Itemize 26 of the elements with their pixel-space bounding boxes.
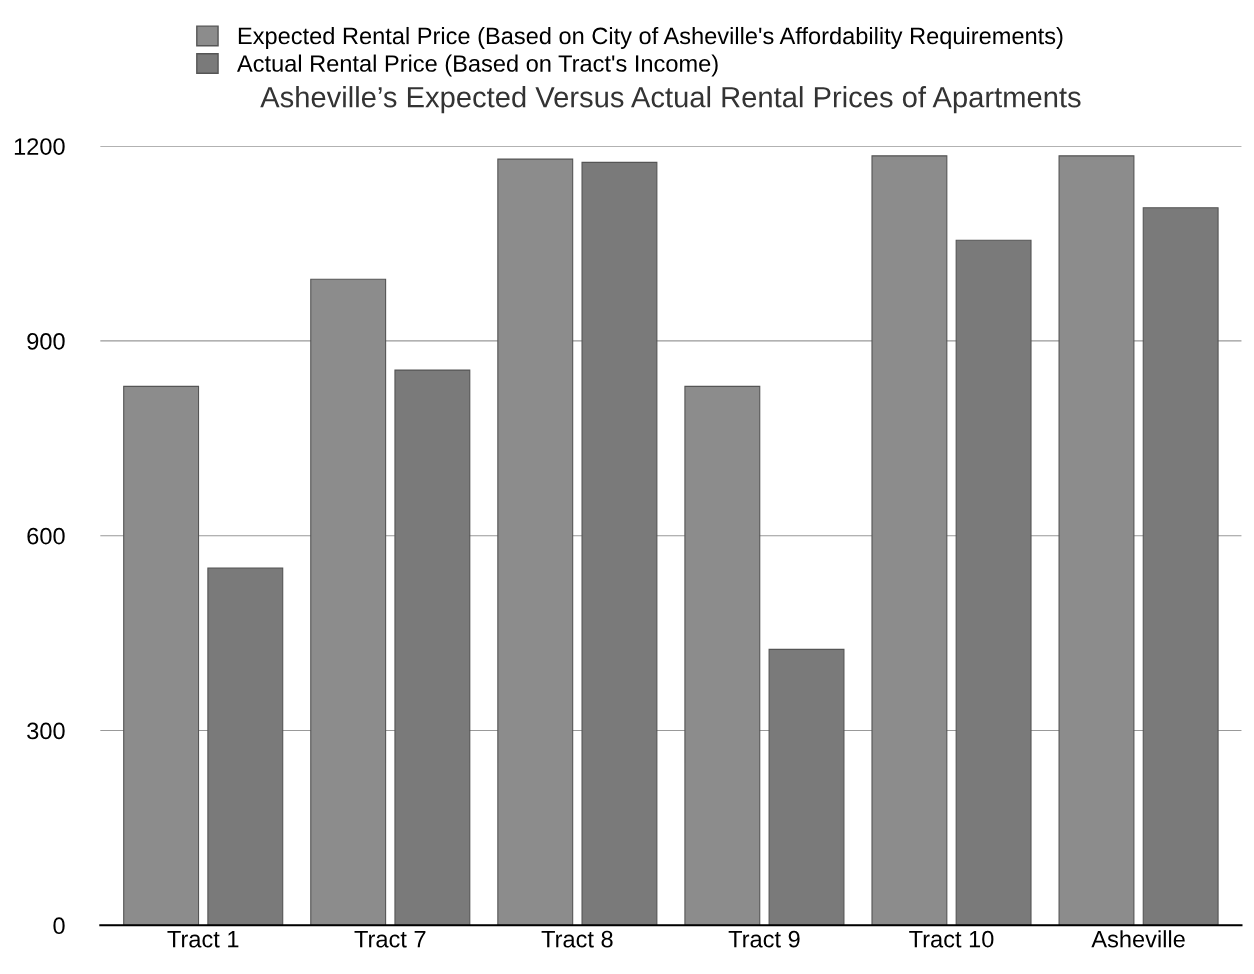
bar (497, 158, 574, 926)
bar (684, 385, 761, 926)
bar (207, 567, 284, 926)
x-tick-label: Tract 10 (909, 930, 994, 948)
y-tick-label: 0 (53, 917, 65, 935)
y-tick-label: 600 (27, 527, 65, 545)
bar (581, 161, 658, 926)
x-tick-label: Tract 9 (728, 930, 800, 948)
y-tick-label: 900 (27, 332, 65, 350)
legend-label: Expected Rental Price (Based on City of Asheville's Affordability Requirements) (238, 26, 1063, 49)
bar (123, 385, 200, 926)
bar (394, 369, 471, 926)
chart-title: Asheville’s Expected Versus Actual Rental Prices of Apartments (260, 86, 1081, 114)
x-tick-label: Tract 1 (167, 931, 239, 948)
legend-label: Actual Rental Price (Based on Tract's Income) (237, 54, 718, 77)
x-tick-label: Asheville (1091, 930, 1185, 948)
bar (1058, 155, 1135, 926)
bar (310, 278, 387, 926)
bar (871, 155, 948, 926)
bar (768, 648, 845, 926)
bar (955, 239, 1032, 926)
x-tick-label: Tract 8 (541, 930, 613, 948)
bar (1142, 207, 1219, 926)
x-tick-label: Tract 7 (354, 931, 426, 948)
y-tick-label: 300 (27, 722, 65, 740)
y-tick-label: 1200 (14, 138, 65, 155)
